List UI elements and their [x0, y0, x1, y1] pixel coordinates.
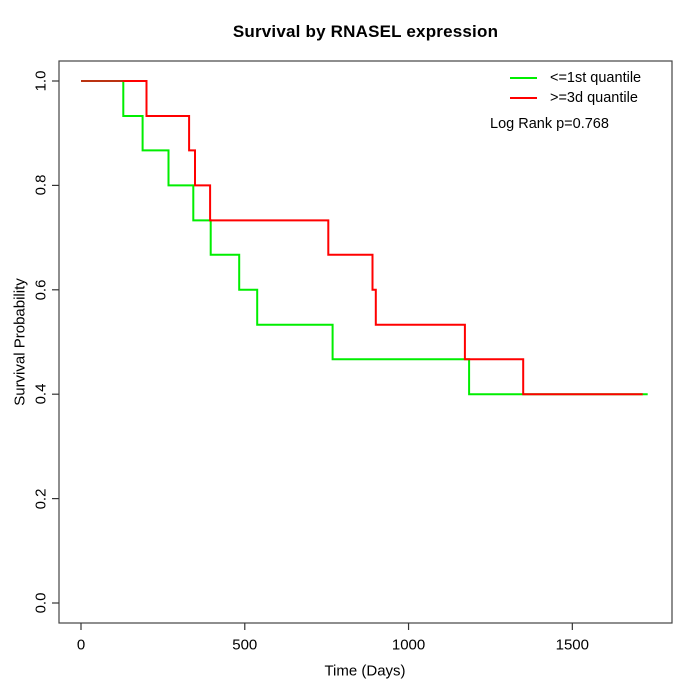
y-tick-label: 0.0 [32, 592, 50, 614]
y-tick-label: 0.2 [32, 488, 50, 510]
y-axis-label: Survival Probability [11, 278, 29, 406]
x-tick-label: 1000 [391, 636, 426, 654]
chart-title: Survival by RNASEL expression [232, 22, 499, 41]
y-tick-label: 0.6 [32, 279, 50, 301]
y-tick-label: 0.4 [32, 383, 50, 405]
legend-label-third-quantile: >=3d quantile [550, 90, 638, 106]
x-tick-label: 0 [76, 636, 86, 654]
plot-box [58, 60, 673, 624]
y-tick-label: 0.8 [32, 174, 50, 196]
legend-swatch-green [510, 77, 537, 79]
y-tick-label: 1.0 [32, 70, 50, 92]
km-curve-green [81, 80, 648, 396]
legend-swatch-red [510, 97, 537, 99]
x-axis-label: Time (Days) [324, 662, 406, 680]
legend-label-first-quantile: <=1st quantile [550, 70, 642, 86]
log-rank-annotation: Log Rank p=0.768 [490, 116, 609, 132]
km-curve-red [81, 80, 643, 396]
x-tick-label: 500 [232, 636, 258, 654]
x-tick-label: 1500 [555, 636, 589, 654]
